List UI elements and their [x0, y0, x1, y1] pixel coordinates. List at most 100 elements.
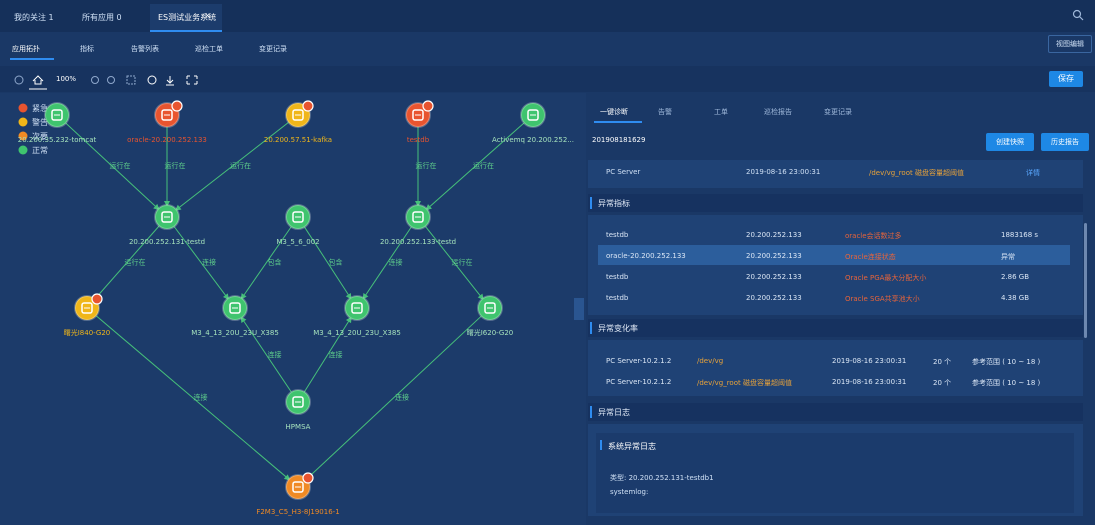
tab[interactable]: 所有应用 0 [82, 13, 122, 22]
section-title: 异常指标 [598, 199, 630, 208]
edge-label: 运行在 [110, 161, 131, 170]
edge-label: 连接 [389, 258, 403, 267]
edge [304, 226, 350, 297]
legend-dot [18, 145, 28, 155]
panel-tab-underline [594, 121, 642, 123]
panel-tab[interactable]: 一键诊断 [600, 108, 628, 116]
subtab[interactable]: 巡检工单 [195, 45, 223, 53]
cell: 2.86 GB [1001, 273, 1030, 281]
active-tab[interactable] [150, 4, 222, 32]
table-bg [588, 215, 1083, 315]
section-title: 异常变化率 [598, 324, 638, 333]
edge-arrow [345, 316, 352, 324]
cell: Oracle SGA共享池大小 [845, 295, 920, 303]
edge-label: 运行在 [125, 258, 146, 267]
log-box-bar [600, 440, 602, 450]
cell: 异常 [1001, 253, 1015, 261]
cell[interactable]: 详情 [1026, 169, 1040, 177]
section-header [588, 194, 1083, 212]
edge [95, 225, 160, 298]
subtab[interactable]: 变更记录 [259, 45, 287, 53]
legend-dot [18, 131, 28, 141]
subtab[interactable]: 应用拓扑 [12, 45, 40, 53]
section-header [588, 403, 1083, 421]
panel-tab[interactable]: 变更记录 [824, 108, 852, 116]
node-label: 20.200.35.232-tomcat [18, 136, 97, 144]
node-label: oracle-20.200.252.133 [127, 136, 207, 144]
node-label: 20.200.252.133-testd [380, 238, 456, 246]
node-icon [51, 109, 63, 121]
view-edit-button[interactable]: 视图编辑 [1048, 35, 1092, 53]
cell: 20.200.252.133 [746, 273, 802, 281]
log-line: 类型: 20.200.252.131-testdb1 [610, 474, 714, 482]
edge-arrow [174, 204, 182, 211]
edge [303, 319, 350, 393]
node-label: HPMSA [286, 423, 311, 431]
section-bar [590, 197, 592, 209]
alarm-badge [422, 100, 434, 112]
edge-arrow [153, 203, 160, 211]
edge-label: 连接 [202, 258, 216, 267]
node-label: Activemq 20.200.252... [492, 136, 574, 144]
cell: oracle-20.200.252.133 [606, 252, 686, 260]
edge-arrow [223, 293, 230, 300]
panel-button[interactable]: 创建快照 [986, 133, 1034, 151]
edge-arrow [164, 201, 170, 207]
cell: Oracle连接状态 [845, 253, 896, 261]
subtab[interactable]: 告警列表 [131, 45, 159, 53]
tab-close[interactable]: × [204, 11, 211, 20]
log-box-inner [596, 433, 1074, 513]
toolbar [0, 66, 1095, 92]
tab[interactable]: 我的关注 1 [14, 13, 54, 22]
save-button[interactable]: 保存 [1049, 71, 1083, 87]
node-label: 曙光I840-G20 [64, 328, 111, 337]
panel-tab[interactable]: 巡检报告 [764, 108, 792, 116]
row-bg [588, 160, 1083, 188]
node-icon [229, 302, 241, 314]
edge-arrow [415, 201, 421, 207]
edge-arrow [345, 292, 352, 300]
subtab[interactable]: 指标 [80, 45, 94, 53]
alarm-badge [302, 472, 314, 484]
edge-label: 包含 [329, 258, 343, 267]
panel-tab[interactable]: 工单 [714, 108, 728, 116]
tab[interactable]: ES测试业务系统 [158, 13, 217, 22]
node-label: testdb [407, 136, 430, 144]
log-box-title: 系统异常日志 [608, 442, 656, 451]
section-header [588, 319, 1083, 337]
edge-label: 运行在 [165, 161, 186, 170]
panel-button[interactable]: 历史报告 [1041, 133, 1089, 151]
cell: PC Server [606, 168, 641, 176]
edge [425, 226, 482, 298]
node-icon [161, 109, 173, 121]
node-icon [527, 109, 539, 121]
node-icon [351, 302, 363, 314]
panel-tab[interactable]: 告警 [658, 108, 672, 116]
node-icon [292, 211, 304, 223]
table-bg [588, 340, 1083, 396]
node-icon [81, 302, 93, 314]
scrollbar [1084, 223, 1087, 338]
toolbar-icons [14, 75, 198, 90]
cell: /dev/vg [697, 357, 724, 365]
cell: 20.200.252.133 [746, 252, 802, 260]
node-label: 20.200.57.51-kafka [264, 136, 332, 144]
alarm-badge [302, 100, 314, 112]
cell: 20.200.252.133 [746, 294, 802, 302]
edge-label: 运行在 [452, 258, 473, 267]
edge [173, 226, 228, 298]
edge-label: 运行在 [473, 161, 494, 170]
edge-arrow [240, 316, 247, 323]
node-icon [292, 481, 304, 493]
collapse-handle[interactable] [574, 298, 584, 320]
node-label: M3_5_6_002 [276, 238, 319, 246]
legend-label: 正常 [32, 146, 48, 155]
edge [177, 121, 289, 209]
node-label: 20.200.252.131-testd [129, 238, 205, 246]
cell: testdb [606, 273, 629, 281]
cell: /dev/vg_root 磁盘容量超阈值 [869, 169, 964, 177]
subtab-bar [0, 32, 1095, 62]
edge-label: 连接 [395, 393, 409, 402]
search-icon[interactable] [1072, 9, 1084, 21]
